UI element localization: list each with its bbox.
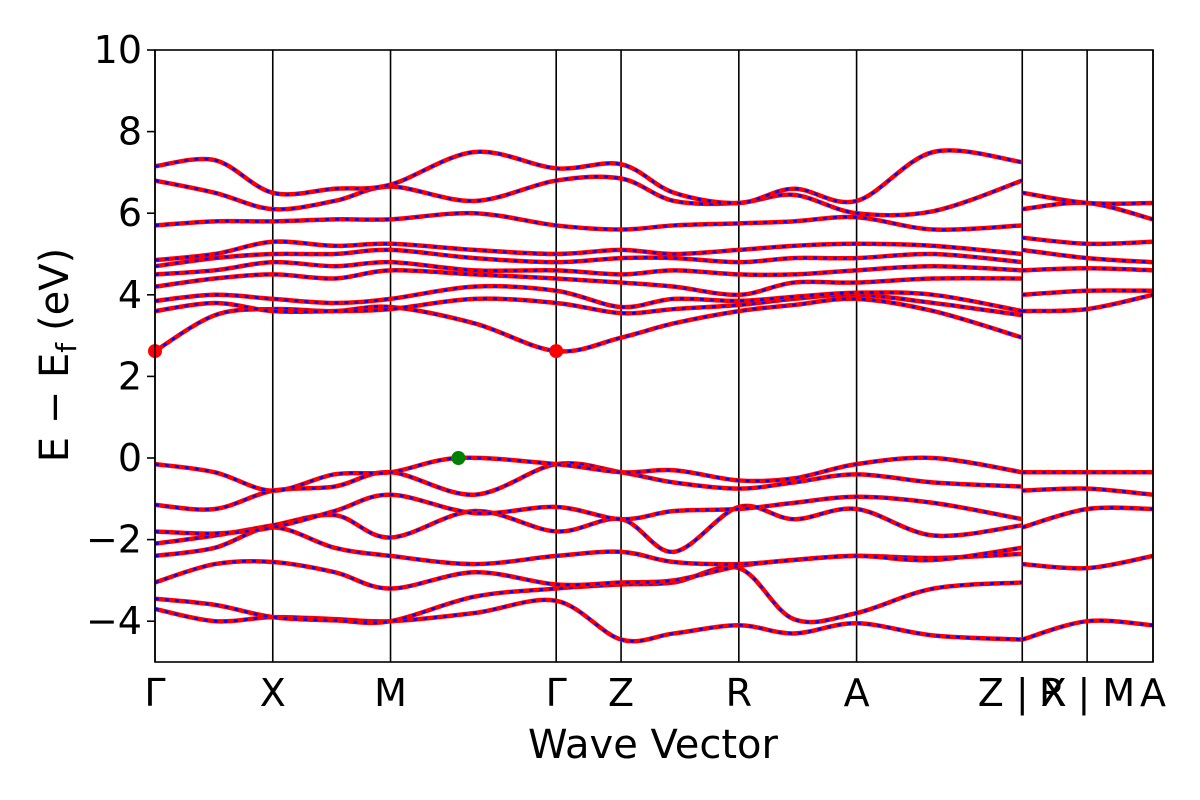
y-axis-title-sub: f — [50, 342, 83, 353]
band-line-up — [1022, 292, 1154, 314]
y-tick-label: 8 — [118, 110, 142, 154]
x-axis-title: Wave Vector — [528, 722, 779, 768]
band-line-down — [154, 456, 1023, 492]
band-line-up — [154, 564, 1023, 626]
y-axis-ticks: −4 −2 0 2 4 6 8 10 — [86, 28, 155, 643]
band-line-down — [154, 526, 1023, 566]
band-line-up — [1021, 190, 1154, 207]
band-line-up — [1022, 266, 1154, 273]
band-line-down — [154, 248, 1023, 268]
x-tick-label: R — [726, 671, 752, 715]
kpoint-lines — [154, 50, 1154, 662]
band-line-down — [154, 149, 1023, 205]
y-axis-title-main: E − E — [32, 353, 78, 463]
y-tick-label: 6 — [118, 191, 142, 235]
x-tick-label: Z — [608, 671, 634, 715]
bands — [153, 148, 1154, 644]
band-line-down — [154, 493, 1023, 535]
band-line-down — [154, 565, 1023, 625]
y-tick-label: 4 — [118, 273, 142, 317]
band-line-up — [154, 267, 1023, 298]
cbm-marker — [549, 344, 564, 359]
band-line-up — [1021, 247, 1154, 265]
band-line-down — [154, 175, 1023, 217]
band-line-up — [1021, 505, 1154, 530]
band-line-up — [1021, 618, 1154, 642]
band-line-up — [154, 283, 1023, 314]
band-line-up — [153, 296, 1023, 354]
y-tick-label: 2 — [118, 354, 142, 398]
x-tick-label: A — [1140, 671, 1166, 715]
band-line-down — [154, 211, 1023, 232]
band-line-down — [154, 260, 1023, 277]
x-tick-label: Γ — [546, 671, 567, 715]
x-tick-label: M — [374, 671, 407, 715]
band-line-up — [154, 455, 1023, 493]
band-line-up — [154, 239, 1023, 263]
x-tick-label: Z | X — [978, 671, 1067, 716]
y-tick-label: 0 — [118, 436, 142, 480]
y-tick-label: −2 — [86, 518, 142, 562]
band-line-down — [154, 461, 1023, 511]
y-axis-title: E − Ef (eV) — [32, 248, 83, 463]
band-line-up — [1022, 288, 1154, 298]
x-tick-label: A — [844, 671, 870, 715]
band-line-up — [1022, 553, 1154, 571]
y-tick-label: −4 — [86, 599, 142, 643]
band-line-up — [154, 525, 1023, 567]
band-line-up — [1022, 235, 1154, 247]
extrema-markers — [148, 344, 564, 465]
vbm-marker — [451, 451, 466, 465]
x-tick-label: Γ — [144, 671, 165, 715]
band-line-up — [1022, 486, 1154, 497]
plot-frame — [154, 49, 1154, 663]
y-tick-label: 10 — [94, 28, 142, 72]
y-axis-title-unit: (eV) — [32, 248, 78, 331]
x-tick-label: R | M — [1039, 671, 1135, 716]
x-tick-label: X — [260, 671, 286, 715]
